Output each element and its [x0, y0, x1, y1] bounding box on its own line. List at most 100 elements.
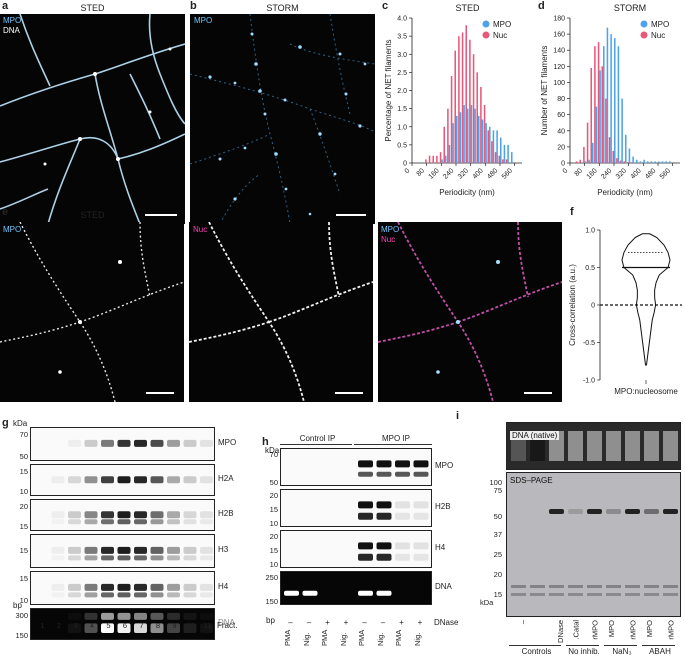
g-band [134, 439, 147, 447]
h-mw-marker: 250 [265, 573, 278, 582]
h-band [376, 501, 392, 509]
filament-network [0, 14, 185, 224]
h-mw-marker: 10 [269, 560, 278, 569]
g-band [200, 546, 213, 554]
g-band [183, 476, 197, 484]
g-row-label-h3: H3 [218, 545, 229, 554]
y-axis-label: Percentage of NET filaments [384, 39, 393, 141]
i-mw-marker: 50 [493, 512, 502, 521]
panel-letter-b: b [190, 0, 197, 12]
h-lane-label: PMA [283, 629, 292, 646]
i-band [644, 593, 659, 596]
bar-mpo [617, 46, 620, 163]
i-mw-marker: 20 [493, 570, 502, 579]
bar-nuc [465, 25, 467, 163]
i-group-label: NaN₃ [612, 647, 632, 656]
i-mw-marker: 37 [493, 530, 502, 539]
g-band [150, 439, 164, 447]
g-lane-number: 9 [172, 621, 177, 630]
g-band [183, 583, 197, 591]
i-native-lane [663, 431, 678, 461]
g-band [167, 623, 180, 633]
bar-nuc [502, 159, 504, 163]
bar-mpo [463, 105, 465, 163]
i-band [587, 509, 602, 514]
g-band [167, 511, 180, 519]
i-band [568, 509, 583, 514]
g-band [134, 511, 147, 519]
storm-image-b [190, 14, 375, 224]
panel-e-title: STED [80, 210, 105, 220]
y-axis-label: Number of NET filaments [540, 46, 549, 136]
g-band [101, 592, 114, 598]
h-dnase-sign: – [380, 618, 386, 627]
g-band [52, 555, 65, 560]
bar-mpo [474, 108, 476, 163]
i-native-label: DNA (native) [510, 431, 560, 440]
g-band [167, 439, 180, 447]
bar-mpo [610, 34, 612, 163]
sted-image-a [0, 14, 185, 224]
g-band [117, 623, 131, 633]
bar-mpo [603, 46, 605, 163]
h-mw-marker: 50 [269, 478, 278, 487]
bar-mpo [489, 126, 491, 163]
g-band [167, 476, 180, 484]
bar-mpo [511, 152, 513, 163]
g-lane-number: 4 [89, 621, 95, 630]
i-lane-label: rMPO [590, 620, 600, 640]
bar-nuc [450, 76, 453, 163]
g-band [134, 583, 147, 591]
i-band [549, 585, 564, 588]
panel-a-label-mpo: MPO [3, 16, 22, 25]
g-band [84, 476, 98, 484]
g-band [101, 623, 114, 633]
h-band [358, 512, 373, 520]
sted-e-nuc [189, 222, 373, 402]
bar-nuc [458, 36, 460, 163]
x-tick-label: 560 [659, 167, 672, 180]
g-band [183, 555, 197, 561]
bar-mpo [467, 108, 469, 163]
g-band [101, 583, 114, 591]
bar-mpo [621, 98, 623, 163]
g-band [134, 476, 147, 484]
i-band [606, 593, 621, 596]
g-band [117, 592, 131, 598]
i-mw-marker: 100 [489, 478, 502, 487]
bar-nuc [454, 50, 456, 163]
g-band [84, 623, 98, 633]
y-axis-label: Cross-correlation (a.u.) [568, 264, 577, 346]
bar-nuc [476, 72, 478, 163]
x-tick-label: 80 [574, 167, 585, 178]
scale-bar [146, 392, 174, 394]
h-dnase-sign: + [417, 618, 423, 627]
ip-western-blots: MPO 70 50 H2B 20 15 10 H4 20 15 10 DNA 250 150 [262, 448, 453, 628]
h-blot-h2b [280, 489, 432, 527]
y-tick-label: 160 [553, 32, 565, 39]
g-row-label-h4: H4 [218, 582, 229, 591]
bar-mpo [448, 144, 451, 163]
g-band [68, 519, 81, 525]
y-tick-label: 1.5 [397, 106, 407, 113]
bar-mpo [481, 119, 484, 163]
x-tick-label: 160 [586, 167, 599, 180]
h-blot-dna [280, 571, 432, 605]
panel-b-label-mpo: MPO [194, 16, 213, 25]
g-kda-unit: kDa [13, 419, 28, 428]
i-lane-label: Catal. [571, 620, 581, 640]
bar-nuc [619, 160, 622, 163]
i-lane-label: rMPO [628, 620, 638, 640]
bar-mpo [654, 161, 656, 163]
g-lane-number: 8 [155, 621, 161, 630]
h-dnase-sign: + [399, 618, 404, 627]
g-mw-marker: 15 [19, 574, 28, 583]
panel-e-merge-nuc: Nuc [381, 235, 396, 244]
i-group-line [509, 645, 561, 646]
g-band [68, 583, 81, 591]
h-band [376, 542, 392, 550]
x-tick-label: 320 [615, 167, 628, 180]
g-band [183, 623, 197, 633]
g-band [134, 592, 147, 598]
i-band [644, 509, 659, 514]
